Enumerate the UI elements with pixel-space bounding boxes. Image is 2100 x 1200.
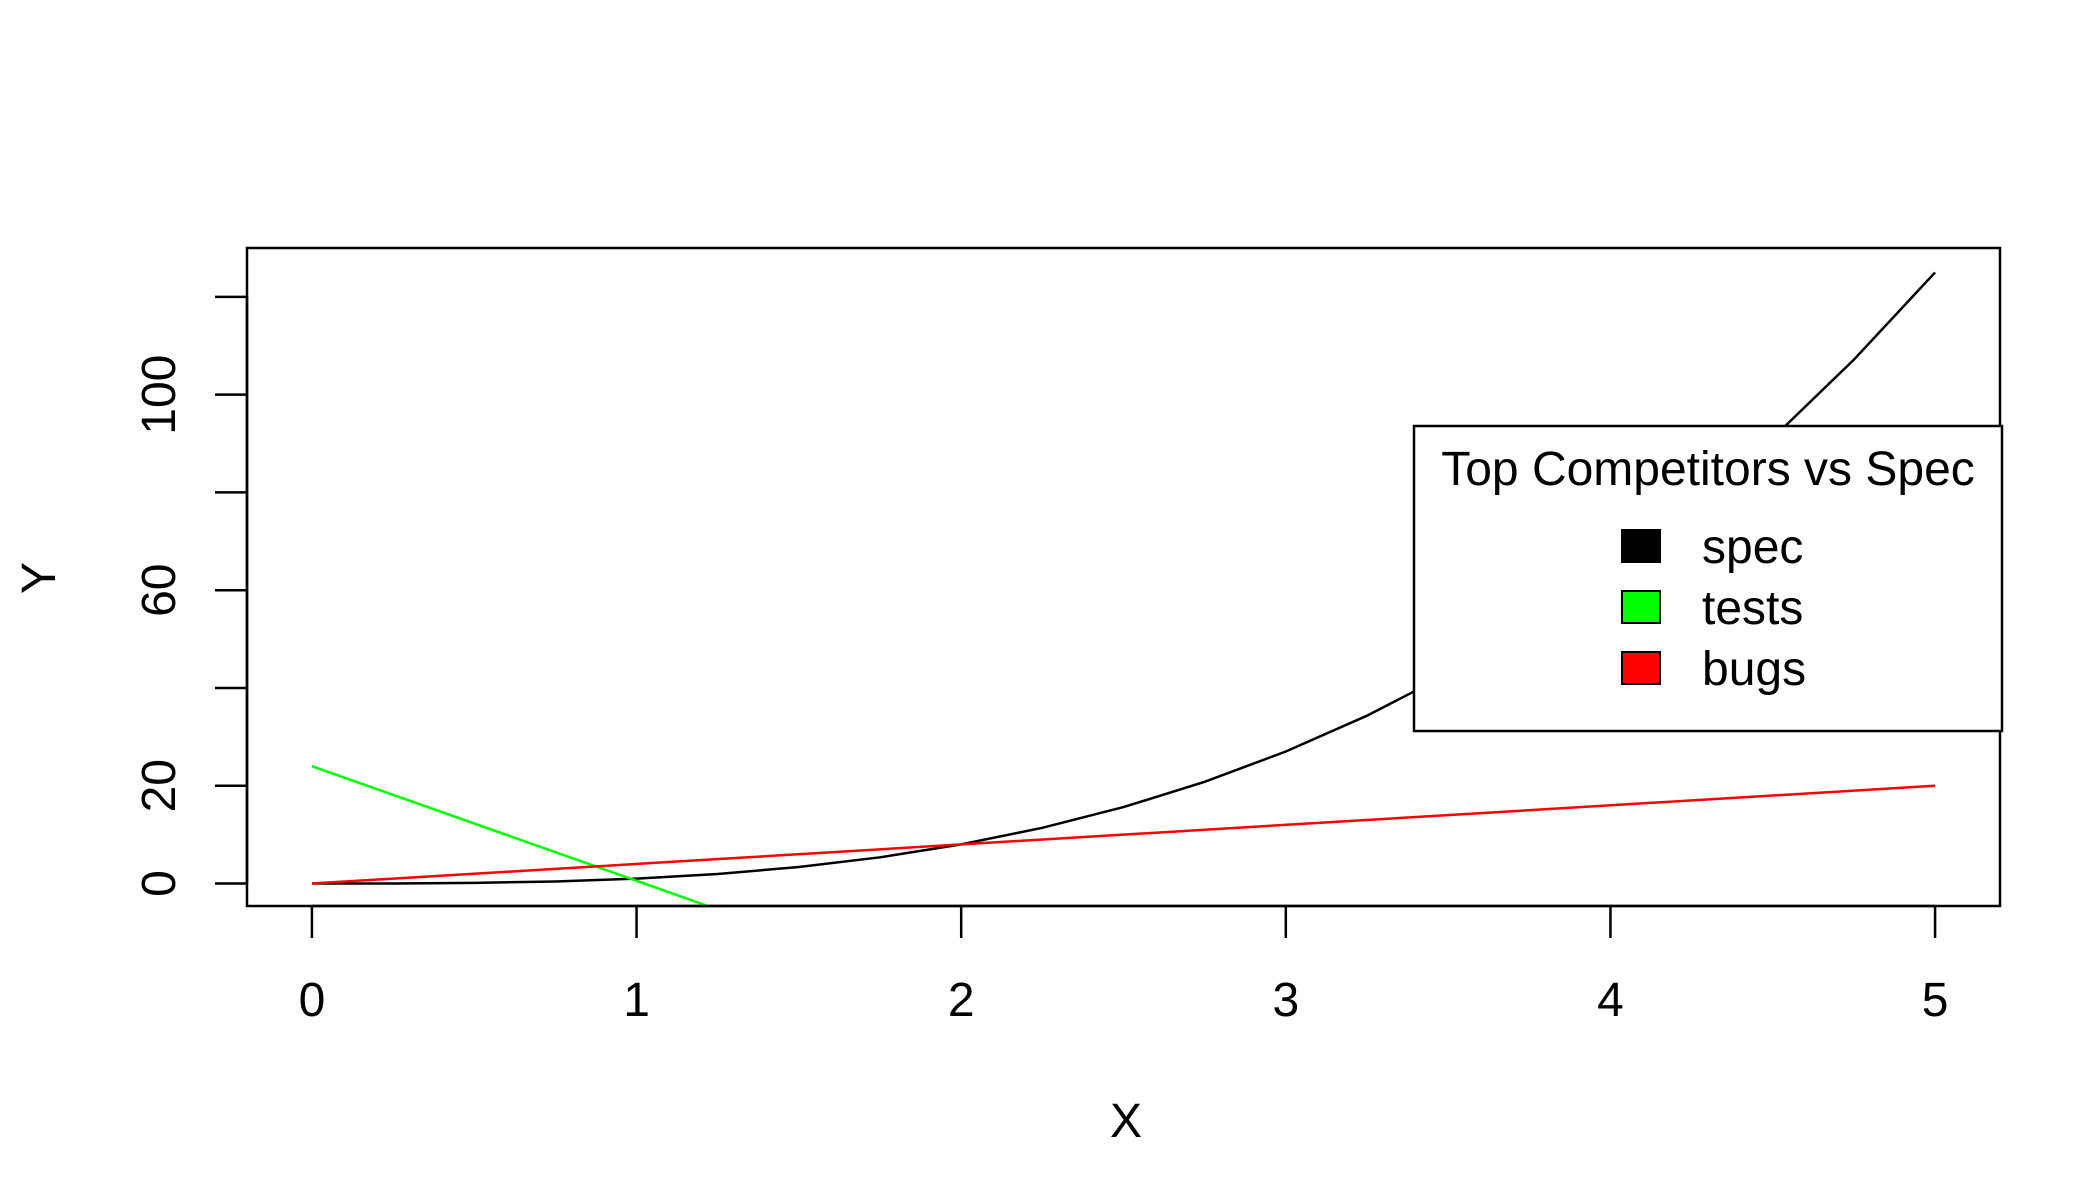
y-tick-label: 20 xyxy=(133,759,186,812)
y-tick-label: 0 xyxy=(133,870,186,897)
legend-swatch-spec xyxy=(1621,529,1661,563)
series-line-tests xyxy=(311,765,709,906)
legend: Top Competitors vs Spec spec tests bugs xyxy=(1412,424,2004,733)
y-tick-label: 60 xyxy=(133,564,186,617)
legend-label-spec: spec xyxy=(1702,521,1803,574)
x-tick-label: 3 xyxy=(1272,974,1299,1027)
legend-label-bugs: bugs xyxy=(1702,643,1806,696)
x-axis-title: X xyxy=(1110,1095,1142,1148)
y-axis: 0 20 60 100 xyxy=(133,295,249,897)
x-tick-label: 4 xyxy=(1597,974,1624,1027)
x-tick-label: 2 xyxy=(948,974,975,1027)
x-tick-label: 5 xyxy=(1922,974,1949,1027)
x-axis: 0 1 2 3 4 5 xyxy=(299,904,1949,1027)
y-tick-label: 100 xyxy=(133,355,186,435)
legend-box xyxy=(1412,424,2004,733)
legend-swatch-tests xyxy=(1621,590,1661,624)
y-axis-title: Y xyxy=(13,562,66,594)
x-tick-label: 0 xyxy=(299,974,326,1027)
legend-label-tests: tests xyxy=(1702,582,1803,635)
legend-title: Top Competitors vs Spec xyxy=(1441,443,1975,496)
legend-entries: spec tests bugs xyxy=(1621,521,1806,696)
series-line-bugs xyxy=(311,784,1936,885)
x-tick-label: 1 xyxy=(623,974,650,1027)
legend-swatch-bugs xyxy=(1621,651,1661,685)
